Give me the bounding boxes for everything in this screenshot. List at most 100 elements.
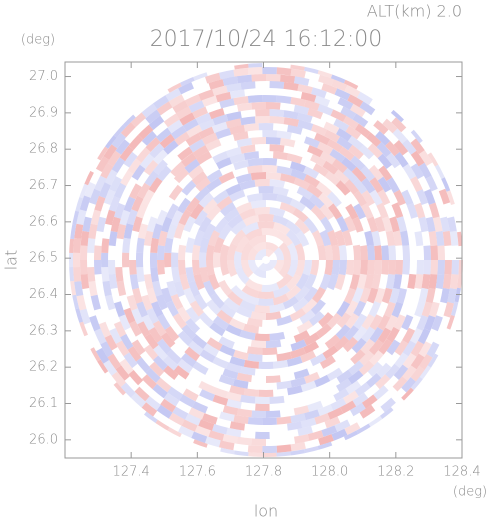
texture-cell — [342, 229, 353, 246]
texture-cell — [354, 382, 371, 397]
texture-cell — [229, 318, 246, 331]
texture-cell — [172, 406, 189, 420]
texture-cell — [310, 153, 327, 167]
texture-cell — [170, 125, 187, 140]
texture-cell — [130, 392, 147, 408]
texture-cell — [324, 171, 341, 186]
texture-cell — [236, 202, 253, 215]
texture-cell — [188, 164, 204, 180]
texture-cell — [255, 108, 270, 117]
texture-cell — [319, 355, 336, 369]
texture-cell — [386, 339, 401, 356]
texture-cell — [167, 119, 183, 134]
texture-cell — [338, 260, 347, 276]
texture-cell — [293, 405, 310, 416]
texture-cell — [417, 328, 431, 345]
texture-cell — [219, 440, 235, 451]
texture-cell — [336, 128, 352, 142]
texture-cell — [220, 303, 236, 318]
texture-cell — [280, 137, 296, 148]
texture-cell — [350, 103, 366, 118]
texture-cell — [326, 367, 343, 381]
texture-cell — [72, 252, 81, 268]
texture-cell — [164, 237, 174, 254]
texture-cell — [334, 229, 346, 246]
texture-cell — [443, 301, 454, 318]
texture-cell — [227, 291, 243, 306]
texture-cell — [374, 287, 386, 304]
texture-cell — [269, 331, 286, 341]
texture-cell — [233, 379, 249, 389]
texture-cell — [129, 274, 139, 290]
texture-cell — [233, 96, 249, 106]
texture-cell — [272, 214, 289, 227]
texture-cell — [390, 107, 407, 123]
texture-cell — [304, 371, 320, 384]
texture-cell — [198, 380, 215, 394]
texture-cell — [314, 374, 331, 388]
texture-cell — [369, 327, 384, 343]
texture-cell — [258, 213, 274, 222]
texture-cell — [104, 169, 118, 186]
texture-cell — [432, 216, 443, 233]
texture-cell — [194, 293, 208, 311]
texture-cell — [156, 377, 172, 393]
texture-cell — [266, 171, 282, 181]
texture-cell — [336, 216, 349, 233]
texture-cell — [258, 185, 274, 194]
texture-cell — [444, 260, 452, 275]
texture-cell — [324, 244, 334, 260]
texture-cell — [100, 162, 114, 179]
texture-cell — [152, 223, 163, 240]
texture-cell — [381, 245, 389, 260]
texture-cell — [324, 416, 341, 429]
texture-cell — [286, 356, 303, 367]
texture-cell — [366, 132, 382, 147]
texture-cell — [108, 196, 121, 212]
texture-cell — [323, 121, 340, 135]
texture-cell — [179, 112, 196, 126]
texture-cell — [248, 63, 263, 68]
texture-cell — [178, 82, 194, 95]
texture-cell — [179, 394, 196, 408]
texture-cell — [373, 120, 389, 135]
texture-cell — [108, 231, 118, 247]
texture-cell — [122, 252, 130, 268]
texture-cell — [199, 349, 216, 363]
texture-cell — [149, 361, 165, 377]
texture-cell — [98, 182, 111, 199]
texture-cell — [143, 274, 154, 290]
texture-cell — [247, 353, 263, 362]
texture-cell — [327, 273, 339, 291]
texture-cell — [324, 260, 334, 276]
texture-cell — [185, 307, 201, 323]
texture-cell — [210, 293, 225, 309]
texture-cell — [331, 260, 341, 276]
texture-cell — [162, 355, 179, 371]
texture-cell — [435, 230, 445, 246]
y-axis-label: lat — [2, 250, 21, 271]
texture-cell — [213, 189, 229, 205]
texture-cell — [196, 151, 213, 165]
texture-cell — [261, 282, 280, 293]
texture-cell — [172, 100, 189, 114]
chart-title: 2017/10/24 16:12:00 — [150, 27, 383, 52]
texture-cell — [261, 227, 280, 238]
texture-cell — [258, 123, 274, 131]
texture-cell — [331, 244, 341, 260]
texture-cell — [103, 360, 118, 376]
texture-cell — [87, 238, 96, 253]
texture-cell — [276, 315, 293, 326]
texture-cell — [166, 203, 179, 220]
texture-cell — [254, 178, 270, 187]
texture-cell — [177, 197, 191, 214]
texture-cell — [73, 238, 82, 253]
texture-cell — [165, 88, 182, 102]
texture-cell — [258, 248, 266, 258]
texture-cell — [111, 122, 126, 138]
texture-cell — [208, 273, 221, 290]
texture-cell — [278, 260, 292, 278]
texture-cell — [128, 370, 144, 386]
texture-cell — [401, 189, 414, 206]
texture-cell — [233, 349, 249, 361]
